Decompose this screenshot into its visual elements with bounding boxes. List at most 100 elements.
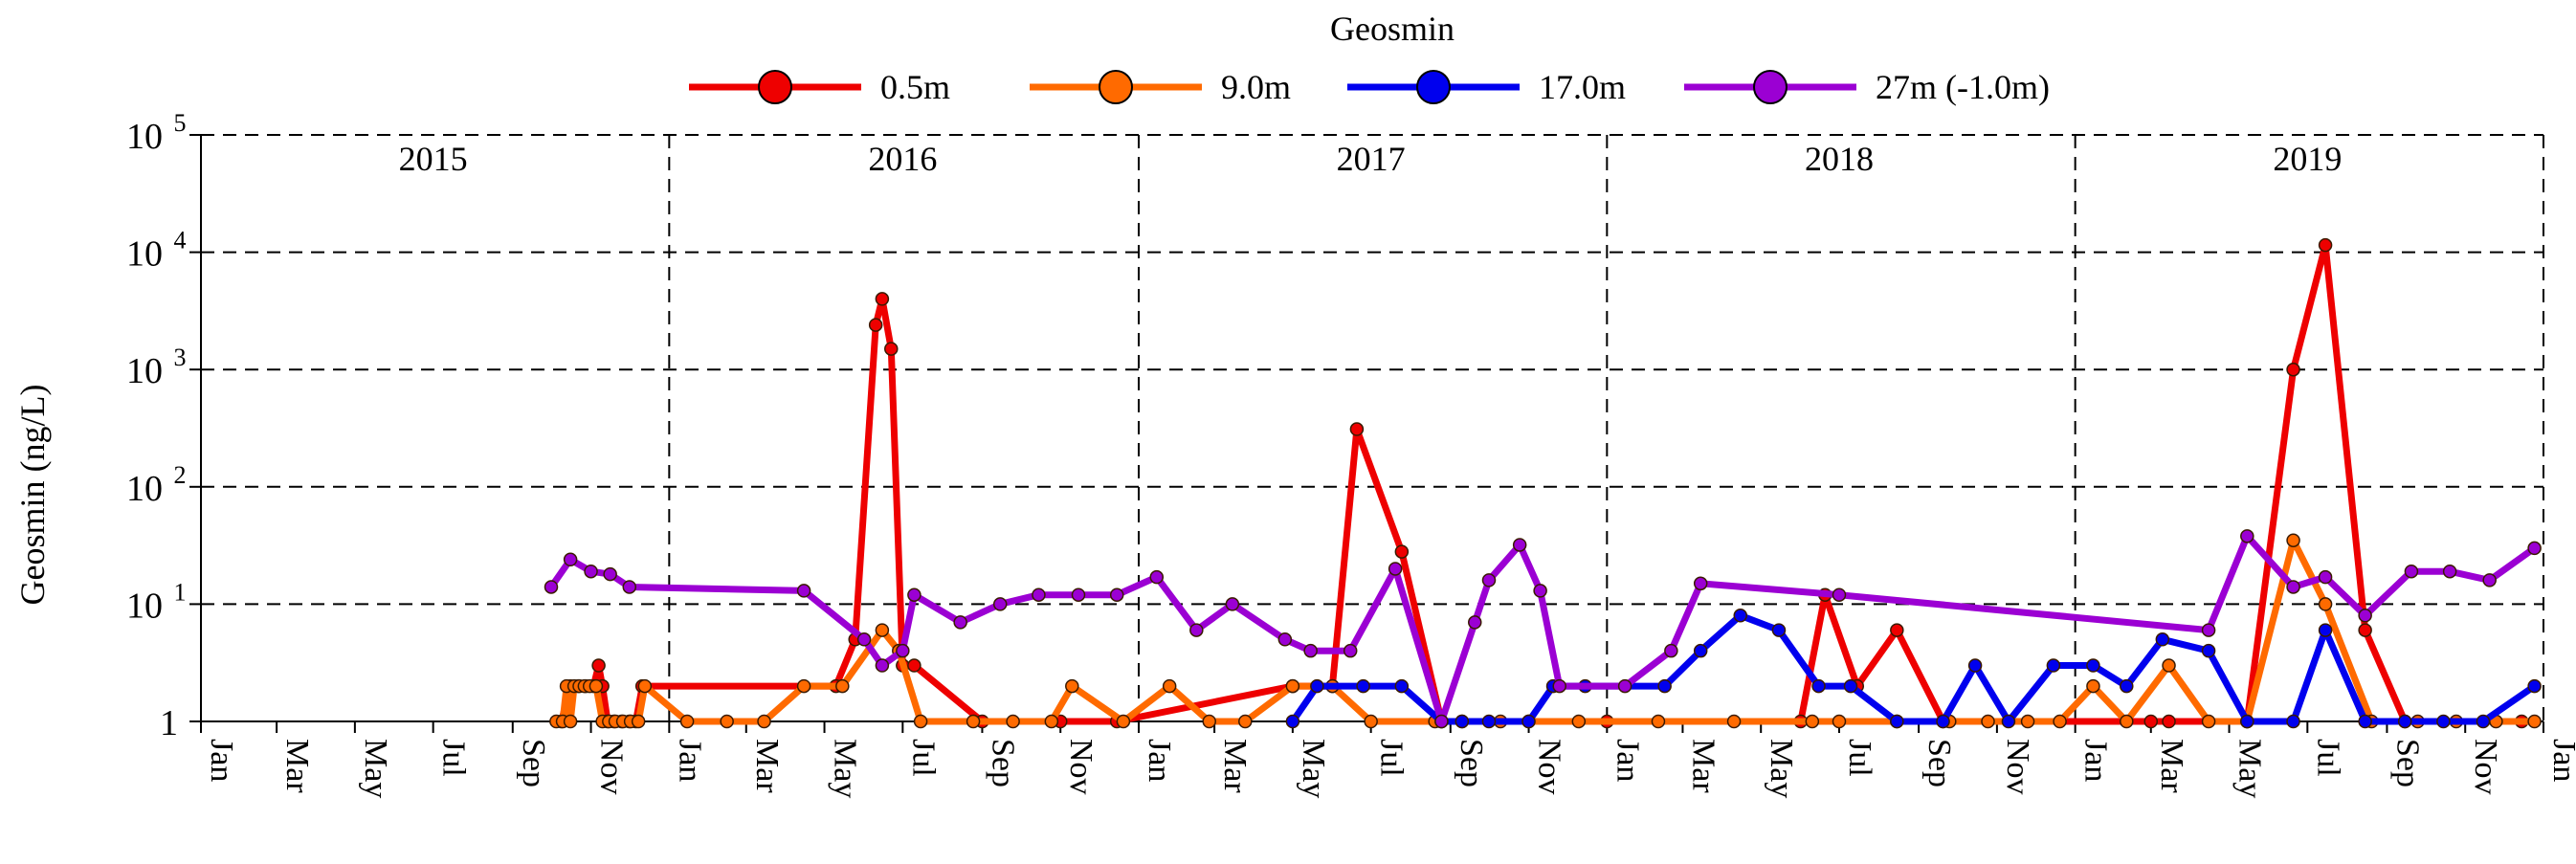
data-point: [1571, 714, 1587, 729]
tick-labels: 1 10 1 10 2 10 3 10 4 10 5 Jan Mar May Jul Sep Nov Jan Mar…: [126, 109, 2576, 798]
data-point: [1238, 714, 1253, 729]
data-point: [2201, 623, 2216, 637]
data-point: [1521, 714, 1536, 729]
data-point: [796, 584, 811, 598]
data-point: [856, 632, 872, 647]
x-tick-label-23: Nov: [2000, 739, 2035, 795]
data-point: [757, 714, 771, 729]
data-point: [1890, 623, 1904, 637]
data-point: [1356, 678, 1370, 694]
data-point: [1651, 714, 1666, 729]
data-point: [1065, 678, 1079, 694]
data-point: [796, 678, 811, 694]
x-tick-label-2: May: [358, 739, 393, 798]
x-tick-label-8: May: [828, 739, 863, 798]
data-point: [563, 714, 578, 729]
x-tick-label-4: Sep: [516, 739, 551, 787]
data-point: [2527, 541, 2542, 556]
y-tick-exponent-1: 1: [174, 578, 187, 606]
data-point: [1481, 714, 1497, 729]
data-point: [1936, 714, 1950, 729]
y-tick-label-1: 10: [126, 586, 163, 626]
data-point: [884, 342, 899, 356]
data-point: [2240, 714, 2254, 729]
data-point: [1967, 658, 1983, 673]
data-point: [875, 623, 890, 637]
y-tick-label-3: 10: [126, 351, 163, 391]
x-tick-label-21: Jul: [1842, 739, 1877, 777]
x-tick-label-19: Mar: [1685, 739, 1721, 793]
x-tick-label-12: Jan: [1142, 739, 1177, 782]
data-point: [1032, 587, 1046, 602]
chart-title: Geosmin: [1330, 10, 1455, 48]
year-label-2018: 2018: [1805, 140, 1874, 178]
data-point: [1006, 714, 1020, 729]
data-point: [1434, 714, 1449, 729]
series-0: [554, 237, 2529, 729]
y-tick-exponent-3: 3: [174, 343, 187, 371]
data-point: [907, 658, 922, 673]
data-point: [2358, 714, 2372, 729]
data-point: [1149, 569, 1165, 585]
data-point: [2358, 609, 2372, 623]
data-point: [1771, 623, 1787, 637]
data-point: [2240, 529, 2254, 543]
data-point: [2286, 580, 2300, 594]
data-point: [2436, 714, 2451, 729]
data-point: [913, 714, 928, 729]
data-point: [2482, 573, 2497, 587]
data-point: [875, 658, 890, 673]
data-point: [1303, 643, 1318, 658]
data-point: [1202, 714, 1216, 729]
data-point: [1394, 544, 1410, 559]
data-point: [631, 714, 646, 729]
data-point: [907, 587, 922, 602]
data-point: [591, 658, 606, 673]
data-point: [966, 714, 981, 729]
data-point: [2020, 714, 2035, 729]
data-point: [868, 318, 883, 332]
legend-marker-2: [1416, 70, 1451, 104]
series-line-3: [547, 532, 2539, 725]
y-tick-label-4: 10: [126, 234, 163, 275]
data-point: [563, 552, 578, 567]
data-point: [953, 615, 967, 630]
data-point: [1116, 714, 1131, 729]
x-tick-label-13: Mar: [1217, 739, 1253, 793]
data-point: [1285, 678, 1300, 694]
y-tick-exponent-2: 2: [174, 461, 187, 489]
data-point: [2053, 714, 2067, 729]
data-point: [1349, 422, 1365, 436]
x-tick-label-5: Nov: [594, 739, 630, 795]
data-point: [1843, 678, 1858, 694]
data-point: [2318, 569, 2333, 585]
data-point: [720, 714, 734, 729]
data-point: [544, 580, 559, 594]
y-tick-exponent-5: 5: [174, 109, 187, 137]
data-point: [2442, 564, 2457, 579]
data-point: [603, 566, 617, 582]
legend-marker-1: [1099, 70, 1133, 104]
legend-marker-0: [758, 70, 792, 104]
legend: 0.5m 9.0m 17.0m 27m (-1.0m): [689, 68, 2050, 106]
x-tick-label-26: May: [2232, 739, 2268, 798]
data-point: [1109, 587, 1124, 602]
data-point: [1285, 714, 1300, 729]
x-tick-label-27: Jul: [2310, 739, 2345, 777]
data-point: [2318, 623, 2333, 637]
data-point: [1981, 714, 1995, 729]
data-point: [835, 678, 850, 694]
data-point: [637, 678, 653, 694]
y-tick-exponent-4: 4: [174, 227, 187, 255]
data-point: [1481, 573, 1497, 587]
y-axis-label: Geosmin (ng/L): [13, 385, 52, 606]
y-tick-label-2: 10: [126, 469, 163, 509]
legend-label-2: 17.0m: [1539, 68, 1626, 106]
data-point: [2286, 533, 2300, 547]
data-point: [2120, 678, 2134, 694]
x-tick-label-30: Jan: [2546, 739, 2576, 782]
series-2: [1285, 609, 2542, 729]
data-point: [2162, 714, 2176, 729]
x-tick-label-29: Nov: [2468, 739, 2503, 795]
data-point: [1832, 714, 1847, 729]
